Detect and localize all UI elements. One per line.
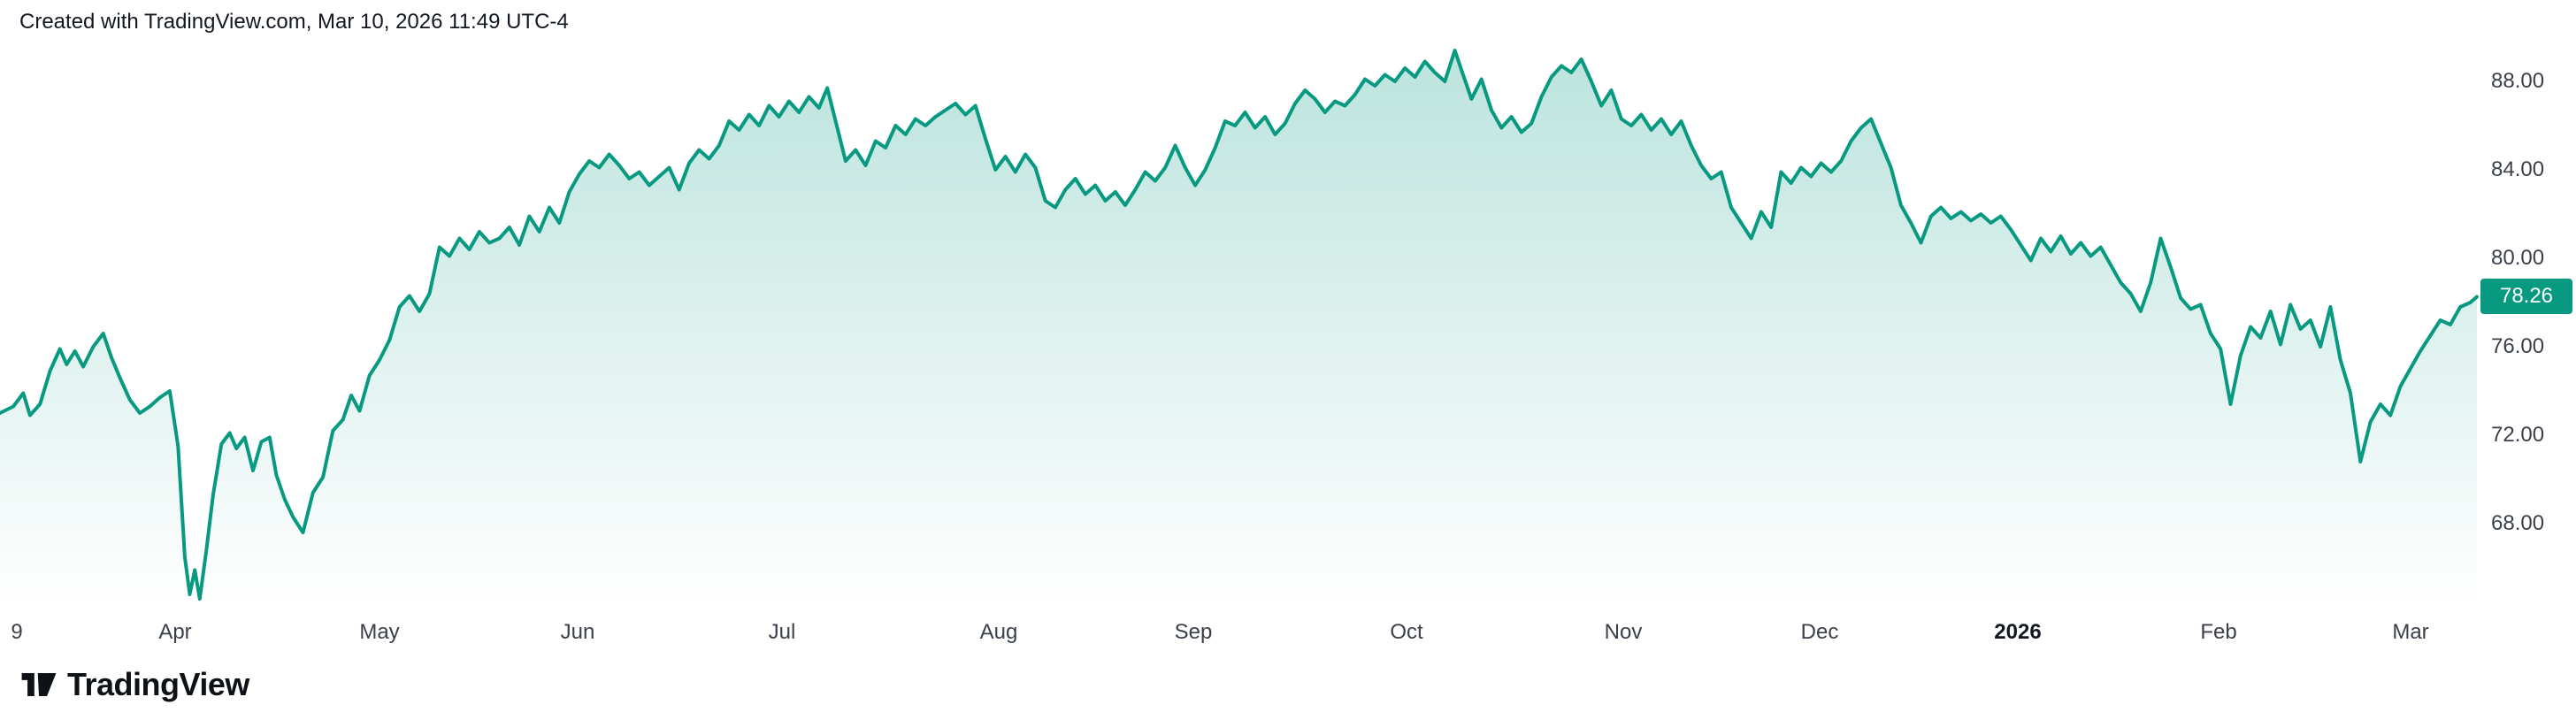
chart-area-fill — [0, 50, 2477, 605]
y-tick-label: 72.00 — [2491, 423, 2545, 447]
x-tick-label: Nov — [1604, 620, 1643, 644]
y-tick-label: 76.00 — [2491, 334, 2545, 358]
tradingview-wordmark: TradingView — [67, 666, 249, 702]
x-tick-label: Oct — [1390, 620, 1423, 644]
attribution-link[interactable]: Created with TradingView.com, Mar 10, 20… — [19, 10, 569, 34]
last-price-value: 78.26 — [2499, 284, 2554, 308]
x-tick-label: 9 — [11, 620, 23, 644]
y-tick-label: 80.00 — [2491, 246, 2545, 270]
tradingview-logo[interactable]: TradingView — [19, 665, 249, 704]
y-tick-label: 68.00 — [2491, 511, 2545, 535]
y-tick-label: 88.00 — [2491, 69, 2545, 93]
y-tick-label: 84.00 — [2491, 157, 2545, 181]
tradingview-logo-icon — [21, 673, 57, 696]
x-tick-label: May — [359, 620, 400, 644]
x-tick-label: Feb — [2200, 620, 2237, 644]
chart-line — [0, 49, 2479, 601]
x-tick-label: 2026 — [1994, 620, 2042, 644]
x-tick-label: Mar — [2392, 620, 2429, 644]
x-tick-label: Dec — [1800, 620, 1839, 644]
x-tick-label: Aug — [979, 620, 1018, 644]
last-price-badge: 78.26 — [2480, 279, 2572, 314]
x-tick-label: Jun — [560, 620, 595, 644]
x-tick-label: Apr — [158, 620, 192, 644]
x-tick-label: Sep — [1174, 620, 1213, 644]
x-tick-label: Jul — [768, 620, 796, 644]
